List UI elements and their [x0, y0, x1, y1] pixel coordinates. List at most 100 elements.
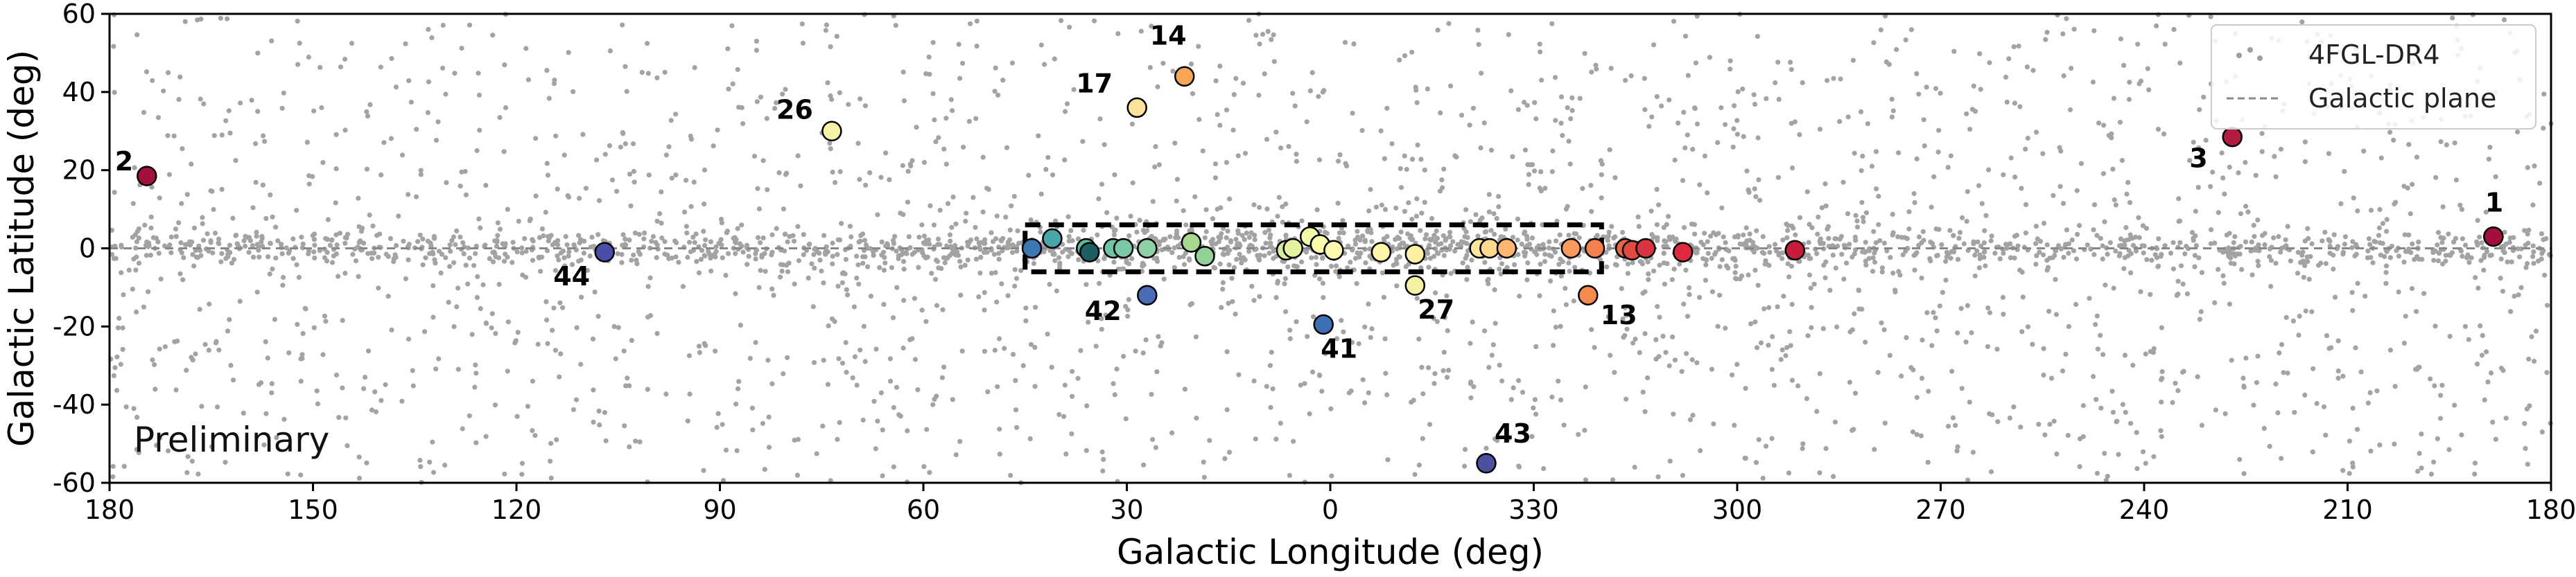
catalog-point — [1572, 265, 1578, 270]
catalog-point — [153, 387, 158, 392]
catalog-point — [801, 252, 806, 258]
catalog-point — [2051, 193, 2056, 198]
catalog-point — [1589, 69, 1594, 75]
catalog-point — [1203, 207, 1209, 213]
catalog-point — [858, 233, 864, 238]
catalog-point — [2304, 254, 2310, 260]
catalog-point — [528, 216, 533, 222]
catalog-point — [2302, 159, 2308, 164]
catalog-point — [544, 68, 550, 73]
catalog-point — [2243, 239, 2249, 245]
catalog-point — [295, 19, 300, 24]
catalog-point — [910, 251, 915, 257]
catalog-point — [120, 325, 125, 330]
catalog-point — [1633, 336, 1638, 342]
catalog-point — [1065, 254, 1071, 260]
catalog-point — [1876, 193, 1881, 199]
catalog-point — [2060, 201, 2066, 206]
catalog-point — [1874, 186, 1879, 192]
catalog-point — [1269, 350, 1274, 355]
catalog-point — [1561, 423, 1567, 428]
source-label: 2 — [115, 146, 133, 177]
catalog-point — [1894, 46, 1899, 53]
catalog-point — [333, 372, 340, 378]
catalog-point — [1217, 261, 1223, 267]
catalog-point — [2042, 432, 2048, 438]
catalog-point — [564, 242, 570, 247]
catalog-point — [2436, 251, 2442, 256]
catalog-point — [1268, 232, 1273, 238]
catalog-point — [1352, 256, 1358, 261]
catalog-point — [787, 233, 792, 240]
catalog-point — [505, 369, 510, 374]
catalog-point — [1309, 255, 1314, 260]
catalog-point — [862, 103, 868, 109]
catalog-point — [1238, 256, 1244, 261]
catalog-point — [1506, 32, 1511, 37]
catalog-point — [996, 336, 1002, 341]
catalog-point — [447, 242, 453, 247]
catalog-point — [665, 252, 670, 258]
catalog-point — [624, 89, 629, 94]
catalog-point — [2117, 119, 2123, 125]
catalog-point — [862, 238, 867, 243]
catalog-point — [2438, 235, 2444, 240]
catalog-point — [1785, 222, 1791, 228]
catalog-point — [958, 292, 964, 298]
catalog-point — [1202, 235, 1208, 240]
catalog-point — [2100, 171, 2106, 177]
catalog-point — [1756, 437, 1761, 443]
catalog-point — [429, 35, 435, 41]
catalog-point — [1715, 323, 1721, 329]
catalog-point — [2354, 427, 2360, 432]
catalog-point — [959, 348, 965, 354]
catalog-point — [2239, 267, 2245, 272]
catalog-point — [2091, 28, 2097, 34]
catalog-point — [2268, 258, 2274, 263]
catalog-point — [1066, 233, 1072, 239]
catalog-point — [2171, 26, 2177, 33]
catalog-point — [1906, 226, 1912, 232]
catalog-point — [383, 382, 388, 387]
catalog-point — [2093, 321, 2098, 328]
catalog-point — [519, 245, 525, 251]
catalog-point — [383, 251, 389, 257]
catalog-point — [1321, 88, 1327, 94]
catalog-point — [287, 248, 293, 254]
catalog-point — [812, 265, 817, 271]
catalog-point — [783, 87, 788, 92]
catalog-point — [1755, 283, 1761, 288]
catalog-point — [2126, 96, 2132, 103]
catalog-point — [1099, 181, 1105, 187]
catalog-point — [290, 256, 296, 261]
catalog-point — [1852, 150, 1857, 156]
catalog-point — [216, 347, 222, 353]
catalog-point — [214, 404, 220, 410]
catalog-point — [1262, 253, 1267, 258]
catalog-point — [901, 98, 907, 103]
catalog-point — [868, 294, 873, 299]
catalog-point — [261, 442, 267, 447]
catalog-point — [1447, 301, 1452, 306]
catalog-point — [619, 251, 625, 257]
catalog-point — [263, 339, 268, 344]
catalog-point — [941, 364, 947, 370]
catalog-point — [2212, 300, 2218, 305]
catalog-point — [1807, 256, 1812, 261]
catalog-point — [738, 322, 743, 328]
catalog-point — [154, 443, 159, 448]
catalog-point — [269, 381, 275, 387]
catalog-point — [1115, 31, 1121, 37]
catalog-point — [2064, 227, 2069, 233]
catalog-point — [791, 238, 797, 244]
catalog-point — [166, 448, 171, 454]
catalog-point — [2094, 313, 2100, 319]
catalog-point — [2438, 393, 2444, 398]
catalog-point — [361, 386, 367, 391]
catalog-point — [206, 348, 211, 353]
catalog-point — [373, 409, 379, 415]
catalog-point — [2387, 347, 2393, 353]
catalog-point — [433, 137, 440, 143]
catalog-point — [1645, 259, 1651, 265]
catalog-point — [1910, 429, 1915, 435]
